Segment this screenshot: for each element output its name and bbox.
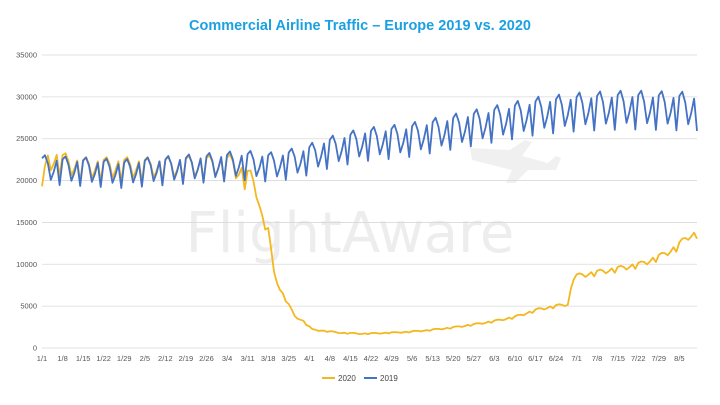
y-tick-label: 10000 [16, 260, 37, 269]
watermark-text: FlightAware [186, 201, 515, 266]
x-tick-label: 4/1 [304, 354, 314, 363]
x-tick-label: 2/12 [158, 354, 173, 363]
series-line-2019 [41, 89, 698, 189]
airplane-watermark-icon [470, 140, 561, 183]
x-tick-label: 8/5 [674, 354, 684, 363]
x-tick-label: 7/15 [610, 354, 625, 363]
x-tick-label: 5/20 [446, 354, 461, 363]
y-tick-label: 25000 [16, 134, 37, 143]
x-tick-label: 4/8 [325, 354, 335, 363]
y-tick-label: 5000 [20, 302, 37, 311]
x-tick-label: 6/10 [508, 354, 523, 363]
x-tick-label: 3/11 [241, 354, 255, 363]
x-tick-label: 2/5 [140, 354, 150, 363]
x-tick-label: 4/15 [343, 354, 358, 363]
x-tick-label: 1/22 [96, 354, 111, 363]
x-tick-label: 3/4 [222, 354, 232, 363]
x-tick-label: 1/1 [37, 354, 47, 363]
x-tick-label: 1/15 [76, 354, 91, 363]
x-tick-label: 6/17 [528, 354, 543, 363]
y-tick-label: 15000 [16, 218, 37, 227]
series-lines [41, 89, 698, 336]
x-tick-label: 2/19 [179, 354, 194, 363]
x-tick-label: 6/24 [549, 354, 564, 363]
x-tick-label: 5/27 [466, 354, 481, 363]
x-tick-label: 3/18 [261, 354, 276, 363]
x-tick-label: 5/6 [407, 354, 417, 363]
x-tick-label: 7/29 [652, 354, 667, 363]
x-tick-label: 4/29 [384, 354, 399, 363]
x-tick-label: 3/25 [281, 354, 296, 363]
y-tick-label: 20000 [16, 176, 37, 185]
y-tick-label: 0 [33, 344, 37, 353]
x-tick-label: 1/8 [57, 354, 67, 363]
gridlines [42, 54, 697, 349]
x-tick-label: 7/22 [631, 354, 646, 363]
y-tick-label: 30000 [16, 92, 37, 101]
x-axis: 1/1 1/8 1/15 1/22 1/29 2/5 2/12 2/19 2/26 3/4 3/11… [37, 354, 685, 363]
x-tick-label: 6/3 [489, 354, 499, 363]
watermark: FlightAware [186, 140, 561, 266]
y-axis: 0 5000 10000 15000 20000 25000 30000 35000 [16, 51, 37, 353]
chart-title: Commercial Airline Traffic – Europe 2019… [189, 18, 531, 34]
x-tick-label: 7/8 [592, 354, 602, 363]
legend: 2020 2019 [322, 374, 398, 383]
x-tick-label: 4/22 [364, 354, 379, 363]
x-tick-label: 7/1 [571, 354, 581, 363]
legend-label-2020: 2020 [338, 374, 356, 383]
x-tick-label: 2/26 [199, 354, 214, 363]
x-tick-label: 5/13 [425, 354, 440, 363]
x-tick-label: 1/29 [117, 354, 132, 363]
y-tick-label: 35000 [16, 51, 37, 60]
legend-label-2019: 2019 [380, 374, 398, 383]
